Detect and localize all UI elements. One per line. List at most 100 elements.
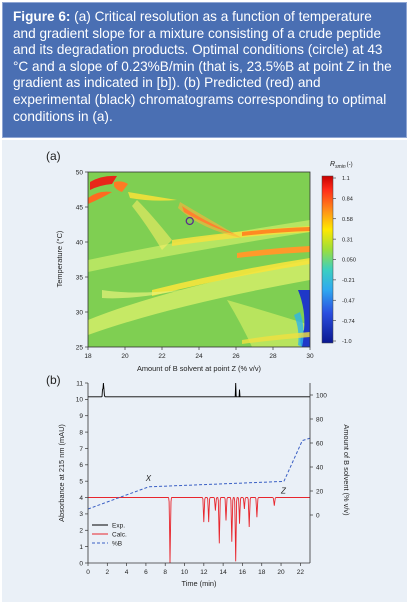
colorbar-tick-label: 0.58 — [342, 217, 353, 223]
chrom-y-tick-label: 9 — [79, 413, 83, 420]
chrom-y-tick-label: 10 — [76, 397, 84, 404]
chrom-y2-tick-label: 20 — [316, 488, 324, 495]
colorbar-tick-label: -0.74 — [342, 319, 355, 325]
heatmap-region-6 — [242, 227, 310, 236]
heatmap-y-tick-label: 30 — [76, 309, 84, 316]
heatmap-region-11 — [114, 181, 128, 192]
chrom-y2-tick-label: 100 — [316, 392, 327, 399]
chrom-x-tick-label: 8 — [163, 569, 167, 576]
heatmap-region-13 — [132, 200, 172, 250]
optimum-marker — [185, 216, 194, 226]
heatmap-y-label: Temperature (°C) — [55, 231, 64, 288]
chrom-y2-tick-label: 0 — [316, 512, 320, 519]
chrom-y-tick-label: 11 — [76, 380, 83, 387]
legend-label: %B — [112, 540, 122, 547]
colorbar-tick-label: 0.84 — [342, 197, 353, 203]
heatmap-region-1 — [88, 260, 310, 335]
heatmap-x-tick-label: 20 — [121, 353, 129, 360]
chrom-y-tick-label: 5 — [79, 478, 83, 485]
caption-text-block: Figure 6: (a) Critical resolution as a f… — [13, 9, 398, 125]
figure-panel: (a) (b) 18 20 22 24 26 28 30 25 30 35 40 45 50 Amoun… — [2, 140, 407, 602]
colorbar-title-r: R — [330, 161, 335, 168]
annotation-z: Z — [280, 486, 287, 495]
heatmap-x-tick-label: 22 — [158, 353, 166, 360]
chromatogram-traces — [88, 383, 310, 563]
chrom-axes: 0 2 4 6 8 10 12 14 16 18 20 22012345678910110204060… — [76, 380, 327, 576]
colorbar-tick-label: 0.050 — [342, 258, 356, 264]
legend-label: Calc. — [112, 531, 127, 538]
panel-b-label: (b) — [46, 373, 61, 387]
heatmap-plot — [88, 172, 310, 347]
caption-body: (a) Critical resolution as a function of… — [13, 9, 392, 124]
caption-label: Figure 6: — [13, 9, 71, 24]
chrom-y2-tick-label: 60 — [316, 440, 324, 447]
chrom-y-tick-label: 3 — [79, 511, 83, 518]
heatmap-axes: 18 20 22 24 26 28 30 25 30 35 40 45 50 — [76, 169, 314, 360]
heatmap-y-tick-label: 40 — [76, 239, 84, 246]
heatmap-region-3 — [152, 258, 310, 296]
heatmap-region-16 — [294, 312, 304, 347]
chrom-y2-label: Amount of B solvent (% v/v) — [342, 424, 351, 515]
annotation-x: X — [145, 474, 152, 483]
colorbar-tick-label: -0.21 — [342, 278, 355, 284]
chrom-y-label: Absorbance at 215 nm (mAU) — [57, 424, 66, 522]
chrom-y-tick-label: 8 — [79, 429, 83, 436]
chrom-x-tick-label: 10 — [181, 569, 189, 576]
chrom-y-tick-label: 4 — [79, 495, 83, 502]
chrom-y-tick-label: 2 — [79, 528, 83, 535]
heatmap-region-5 — [237, 246, 310, 258]
chrom-y-tick-label: 0 — [79, 560, 83, 567]
heatmap-y-tick-label: 25 — [76, 344, 84, 351]
heatmap-x-label: Amount of B solvent at point Z (% v/v) — [137, 364, 261, 373]
colorbar-title: Rsmin(-) — [330, 161, 353, 170]
colorbar — [321, 175, 334, 344]
chrom-x-tick-label: 14 — [220, 569, 228, 576]
chrom-y2-tick-label: 80 — [316, 416, 324, 423]
percent-b-trace — [88, 437, 310, 510]
colorbar-ticks: 1.1 0.84 0.58 0.31 0.050 -0.21 -0.47 -0.74 -1.0 — [333, 176, 356, 345]
chrom-x-tick-label: 12 — [200, 569, 208, 576]
heatmap-region-8 — [178, 202, 242, 238]
chrom-x-tick-label: 18 — [258, 569, 266, 576]
chrom-x-tick-label: 0 — [86, 569, 90, 576]
heatmap-region-18 — [102, 290, 182, 299]
colorbar-tick-label: 1.1 — [342, 176, 350, 182]
chrom-x-tick-label: 2 — [105, 569, 109, 576]
heatmap-x-tick-label: 28 — [269, 353, 277, 360]
chrom-y-tick-label: 7 — [79, 446, 83, 453]
chrom-y-tick-label: 6 — [79, 462, 83, 469]
colorbar-title-sub: smin — [335, 164, 346, 170]
chrom-x-label: Time (min) — [181, 579, 216, 588]
legend-label: Exp. — [112, 522, 125, 529]
colorbar-unit: (-) — [347, 162, 353, 168]
colorbar-tick-label: -1.0 — [342, 339, 352, 345]
heatmap-x-tick-label: 26 — [232, 353, 240, 360]
chrom-y-tick-label: 1 — [79, 544, 83, 551]
chrom-x-tick-label: 20 — [277, 569, 285, 576]
chrom-legend: Exp. Calc. %B — [92, 522, 127, 547]
chrom-x-tick-label: 4 — [125, 569, 129, 576]
heatmap-x-tick-label: 24 — [195, 353, 203, 360]
heatmap-features — [88, 175, 310, 347]
chrom-y2-tick-label: 40 — [316, 464, 324, 471]
chrom-x-tick-label: 16 — [239, 569, 247, 576]
colorbar-tick-label: 0.31 — [342, 237, 353, 243]
heatmap-x-tick-label: 30 — [306, 353, 314, 360]
chrom-x-tick-label: 22 — [297, 569, 305, 576]
heatmap-region-10 — [88, 191, 112, 204]
heatmap-y-tick-label: 45 — [76, 204, 84, 211]
chromatogram-plot: 0 2 4 6 8 10 12 14 16 18 20 22012345678910110204060… — [76, 380, 327, 576]
heatmap-x-tick-label: 18 — [84, 353, 92, 360]
exp-trace — [88, 383, 310, 398]
chrom-x-tick-label: 6 — [144, 569, 148, 576]
heatmap-y-tick-label: 35 — [76, 274, 84, 281]
figure-caption: Figure 6: (a) Critical resolution as a f… — [2, 2, 407, 138]
heatmap-region-9 — [90, 175, 117, 190]
heatmap-y-tick-label: 50 — [76, 169, 84, 176]
heatmap-region-17 — [242, 332, 310, 344]
colorbar-tick-label: -0.47 — [342, 298, 355, 304]
panel-a-label: (a) — [46, 149, 61, 163]
calc-trace — [88, 497, 310, 563]
